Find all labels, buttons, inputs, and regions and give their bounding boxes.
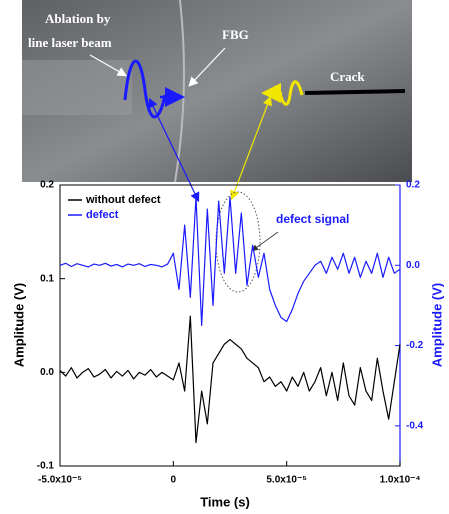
legend-label: without defect [85,194,161,206]
y2-tick-label: -0.2 [406,340,424,351]
x-tick-label: 0 [171,475,177,486]
y2-axis-title: Amplitude (V) [429,283,444,368]
series-line [59,196,401,327]
y-tick-label: 0.0 [40,367,54,378]
annotation: defect signal [276,212,349,226]
x-tick-label: -5.0x10⁻⁵ [38,475,82,486]
y-tick-label: 0.2 [40,180,54,191]
x-tick-label: 1.0x10⁻⁴ [380,475,421,486]
highlight-ellipse [215,191,261,293]
photo-label: FBG [222,27,249,42]
ablation-region [22,60,132,115]
legend-label: defect [86,209,119,221]
y2-tick-label: -0.4 [406,420,424,431]
y2-tick-label: 0.0 [406,260,420,271]
link-arrow [230,95,272,201]
yellow-wave [278,80,304,106]
y-tick-label: 0.1 [40,273,54,284]
photo: Ablation by line laser beam FBG Crack [22,0,412,183]
photo-label: Crack [330,69,365,84]
y-axis-title: Amplitude (V) [11,283,26,368]
y2-tick-label: 0.2 [406,180,420,191]
annotation-arrow [251,231,279,251]
x-tick-label: 5.0x10⁻⁵ [266,475,307,486]
link-arrow [148,97,200,203]
pointer [188,47,226,87]
y-tick-label: -0.1 [37,461,55,472]
photo-label: Ablation by [45,11,111,26]
pointer [89,54,128,77]
plot-frame [59,184,401,467]
crack [304,89,406,95]
x-axis-title: Time (s) [200,494,250,509]
photo-label: line laser beam [28,35,112,50]
series-line [59,315,401,444]
